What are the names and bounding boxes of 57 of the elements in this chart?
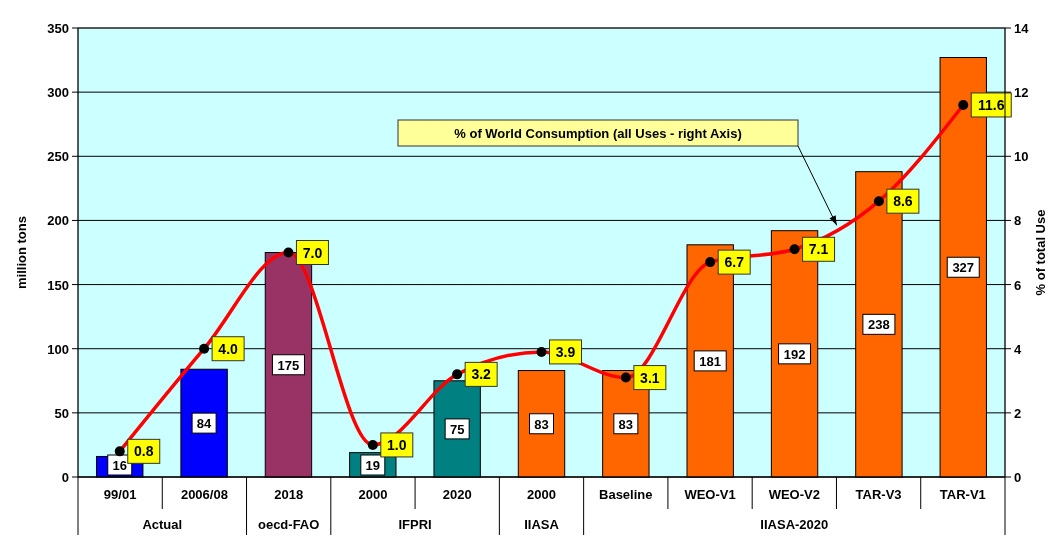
y2-tick-label: 4 — [1014, 341, 1022, 357]
text: IFPRI — [398, 517, 432, 532]
y-tick-label: 200 — [47, 213, 69, 229]
data-label: 4.0 — [218, 340, 239, 357]
data-label: 0.8 — [134, 443, 154, 460]
data-label: 238 — [868, 317, 890, 333]
x-tick-label: WEO-V2 — [768, 487, 820, 502]
x-tick-label: 2006/08 — [180, 487, 228, 502]
data-label: 7.1 — [808, 241, 829, 258]
x-tick-label: WEO-V1 — [684, 487, 736, 502]
y2-tick-label: 14 — [1014, 21, 1030, 36]
data-label: 175 — [277, 357, 300, 373]
y2-tick-label: 0 — [1014, 470, 1022, 485]
y-tick-label: 350 — [47, 21, 69, 36]
y-tick-label: 300 — [47, 85, 69, 101]
x-tick-label: Baseline — [599, 487, 653, 502]
x-tick-label: TAR-V3 — [855, 487, 902, 502]
y2-tick-label: 8 — [1014, 213, 1022, 229]
y-tick-label: 250 — [47, 149, 69, 165]
y-axis-title: million tons — [14, 216, 29, 289]
y2-tick-label: 10 — [1014, 149, 1029, 165]
x-tick-label: 2000 — [527, 487, 556, 502]
data-label: 192 — [783, 346, 806, 362]
y2-tick-label: 12 — [1014, 85, 1029, 101]
y-tick-label: 100 — [47, 341, 69, 357]
data-label: 8.6 — [893, 193, 913, 210]
text: Actual — [142, 517, 183, 532]
data-label: 75 — [449, 421, 465, 437]
x-tick-label: 2000 — [358, 487, 388, 502]
text: IIASA-2020 — [760, 517, 829, 532]
data-label: 83 — [534, 416, 549, 432]
data-label: 6.7 — [724, 254, 745, 271]
data-label: 16 — [112, 458, 127, 473]
x-tick-label: TAR-V1 — [939, 487, 986, 502]
text: IIASA — [524, 517, 560, 532]
y-tick-label: 50 — [54, 405, 69, 421]
data-label: 181 — [699, 353, 722, 369]
data-label: 11.6 — [978, 96, 1005, 113]
data-label: 83 — [618, 416, 634, 432]
data-label: 1.0 — [387, 436, 407, 453]
y-tick-label: 150 — [47, 277, 69, 293]
data-label: 327 — [952, 260, 975, 276]
y2-tick-label: 6 — [1014, 277, 1022, 293]
text: oecd-FAO — [257, 517, 320, 532]
data-label: 7.0 — [302, 244, 323, 261]
data-label: 19 — [365, 458, 381, 473]
y2-axis-title: % of total Use — [1033, 209, 1048, 296]
y-tick-label: 0 — [61, 470, 69, 485]
x-tick-label: 2018 — [274, 487, 304, 502]
data-label: 3.1 — [640, 369, 660, 386]
data-label: 3.2 — [471, 366, 492, 383]
x-tick-label: 99/01 — [103, 487, 137, 502]
y2-tick-label: 2 — [1014, 405, 1022, 421]
data-label: 84 — [196, 416, 213, 432]
annotation: % of World Consumption (all Uses - right Axis) — [454, 126, 742, 141]
data-label: 3.9 — [555, 343, 576, 360]
x-tick-label: 2020 — [442, 487, 472, 502]
